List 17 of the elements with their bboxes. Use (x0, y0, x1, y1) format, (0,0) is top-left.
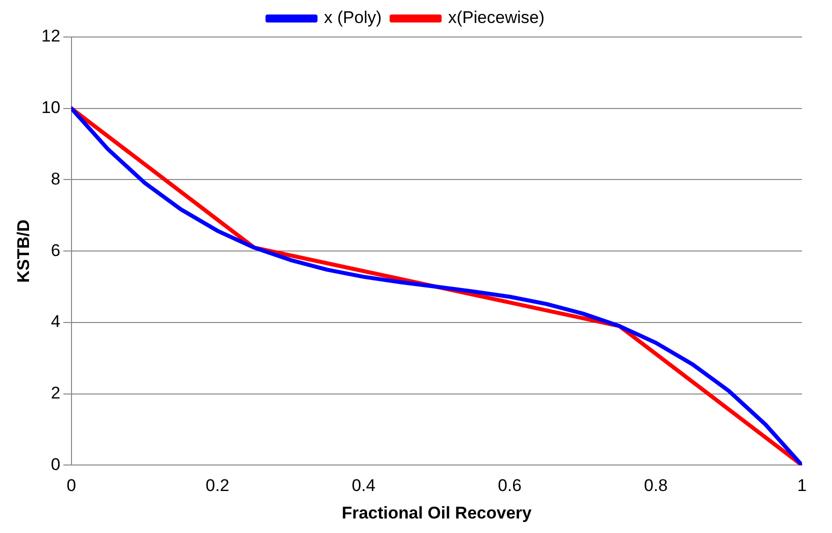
y-tick-label: 6 (50, 240, 60, 260)
x-tick-label: 0.4 (352, 476, 376, 496)
x-tick-label: 1 (797, 476, 807, 496)
y-tick-label: 0 (50, 454, 60, 474)
x-tick-label: 0.6 (498, 476, 522, 496)
y-tick-label: 8 (50, 169, 60, 188)
y-tick-label: 4 (50, 312, 60, 332)
y-axis-title: KSTB/D (14, 219, 33, 283)
y-tick-label: 2 (50, 384, 60, 403)
x-tick-label: 0 (66, 476, 76, 496)
x-axis-title: Fractional Oil Recovery (342, 503, 532, 522)
y-tick-label: 10 (41, 98, 60, 118)
y-tick-label: 12 (41, 26, 60, 46)
x-tick-label: 0.8 (644, 476, 668, 496)
legend-label: x(Piecewise) (448, 8, 544, 28)
legend-label: x (Poly) (324, 8, 382, 28)
x-tick-label: 0.2 (206, 476, 230, 496)
